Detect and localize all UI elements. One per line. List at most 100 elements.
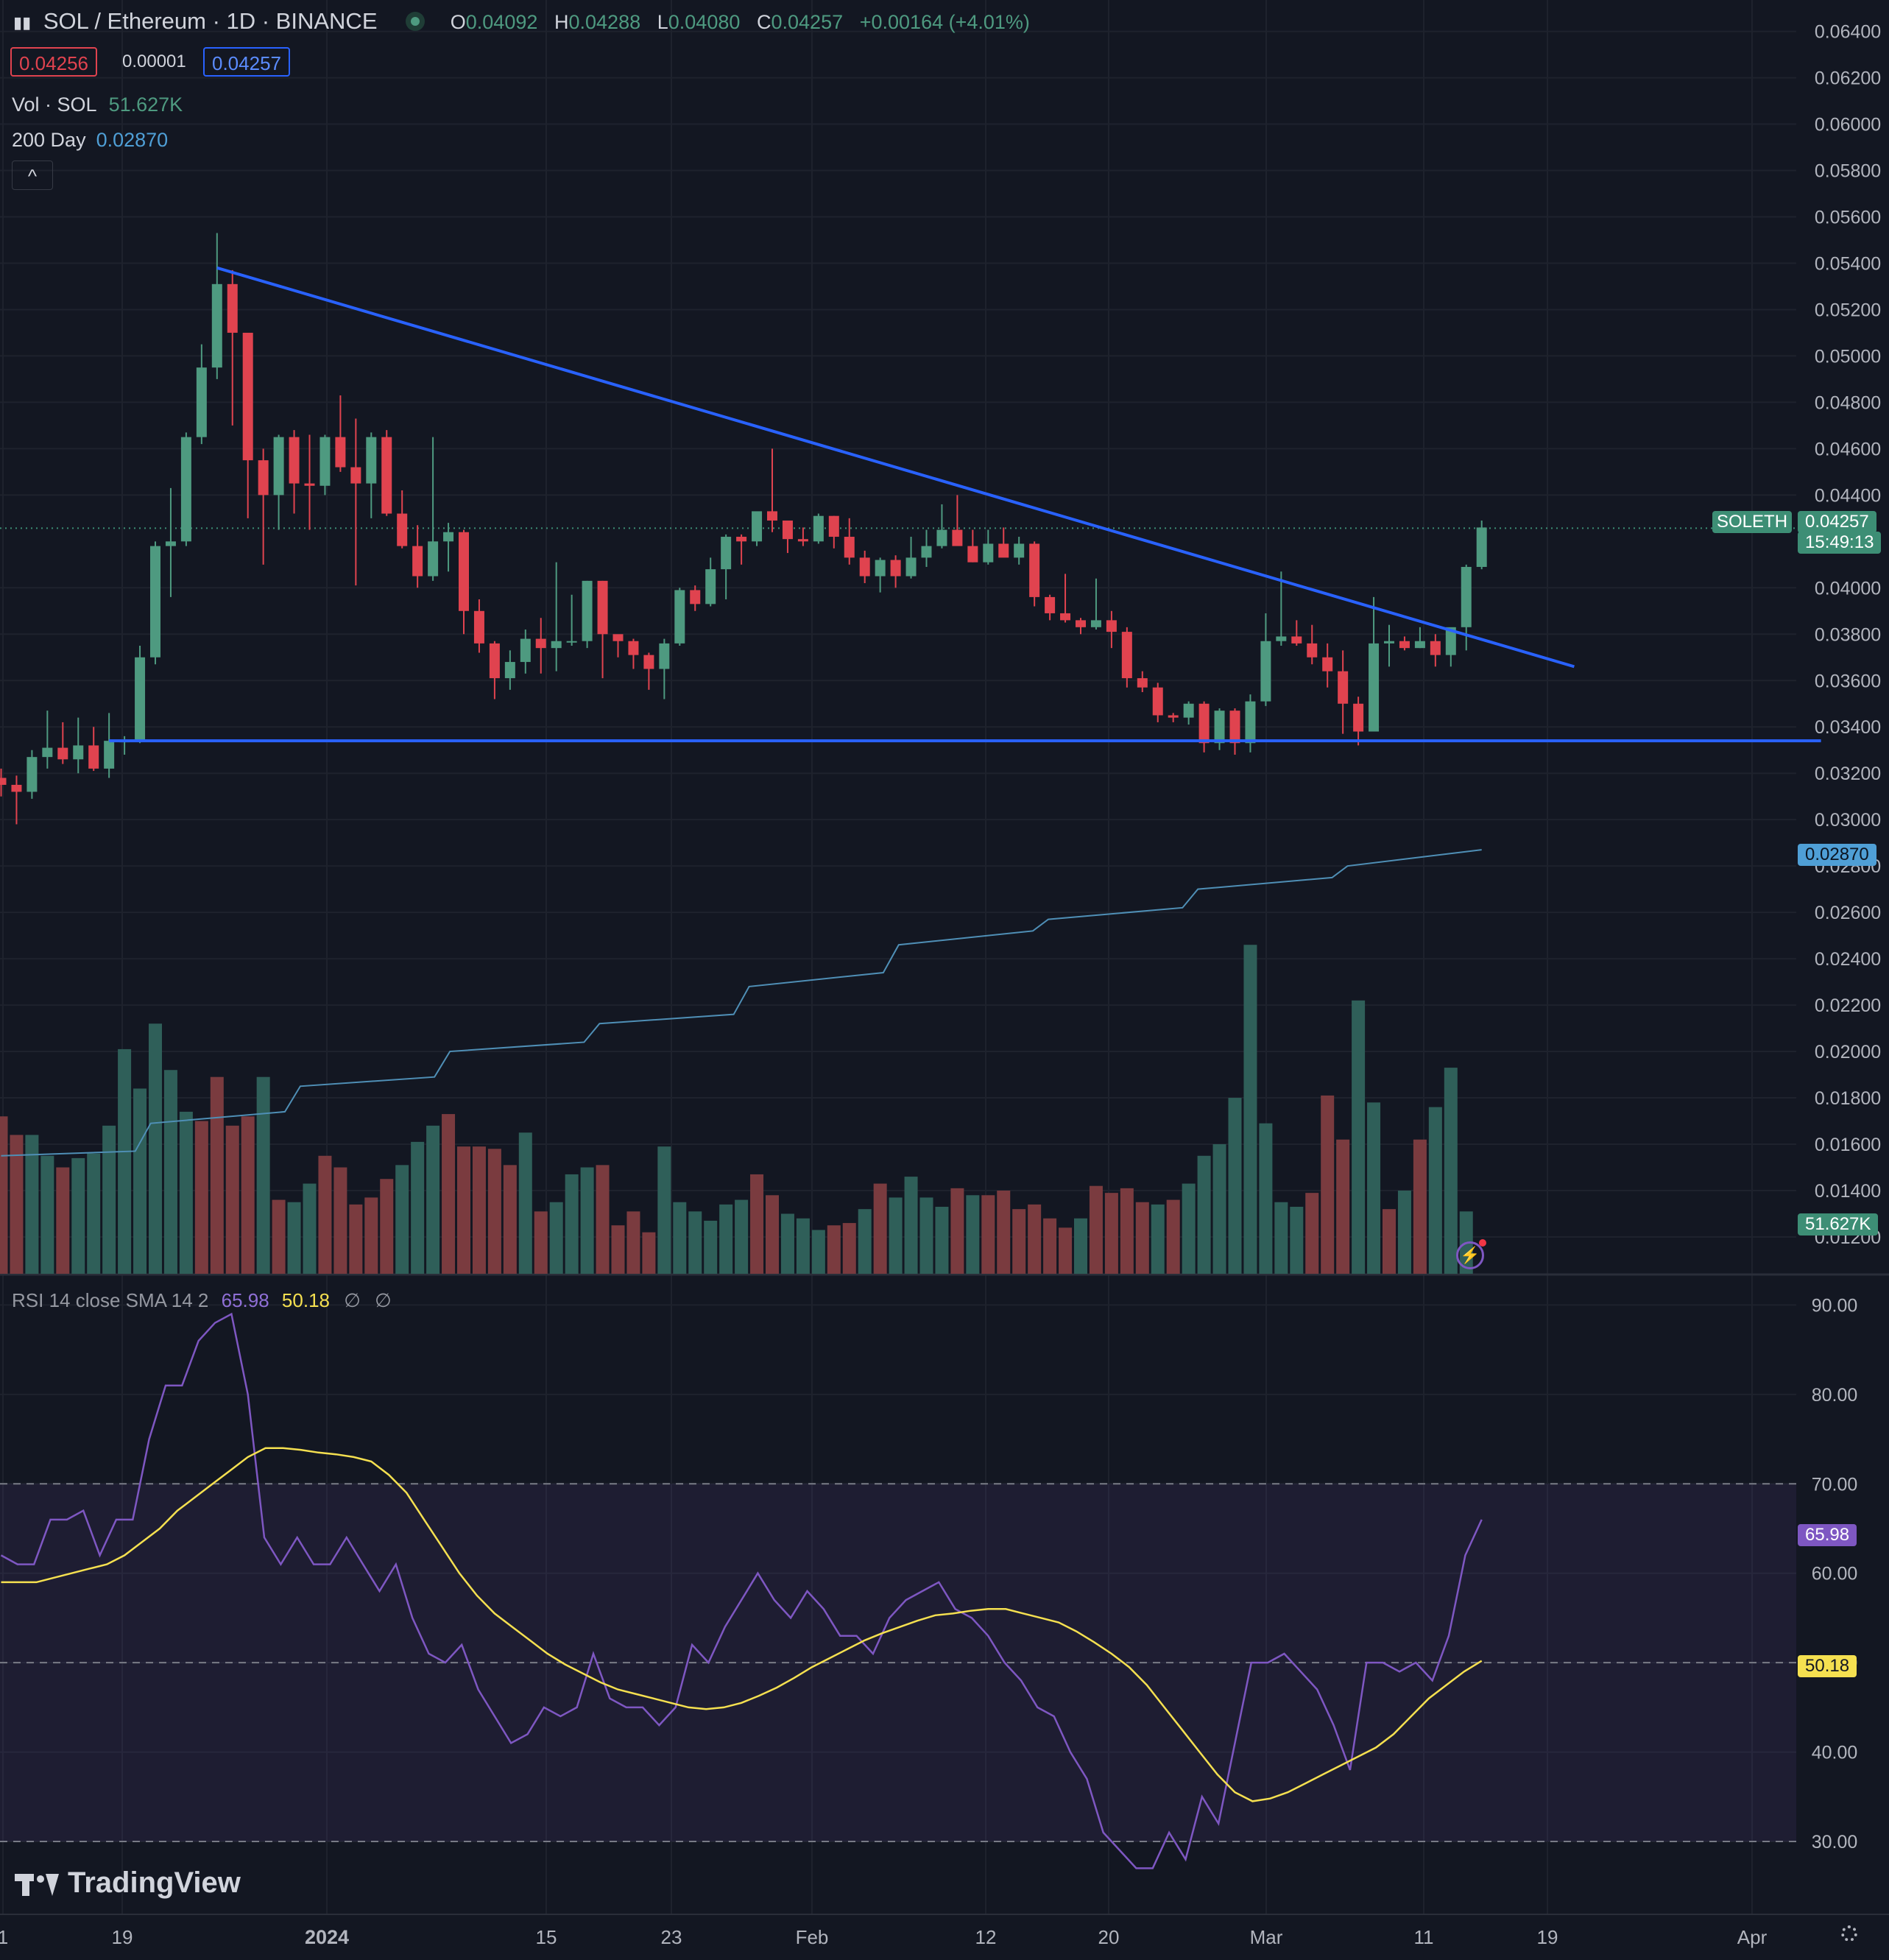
collapse-legend-button[interactable]: ^	[12, 161, 53, 190]
sell-button[interactable]: 0.04256	[10, 47, 97, 77]
rsi-tick-label: 30.00	[1812, 1832, 1858, 1853]
volume-bar	[1413, 1139, 1427, 1274]
volume-bar	[1135, 1202, 1149, 1274]
volume-bar	[40, 1155, 54, 1274]
candle	[1414, 627, 1425, 649]
candle	[42, 711, 53, 769]
rsi-label[interactable]: RSI 14 close SMA 14 2	[12, 1289, 209, 1311]
high-label: H	[554, 11, 569, 33]
volume-bar	[194, 1121, 208, 1274]
chart-type-icon[interactable]: ▮▮	[13, 13, 32, 32]
candle	[674, 588, 685, 646]
candle	[1045, 594, 1056, 621]
volume-bar	[626, 1211, 640, 1274]
volume-bar	[1243, 945, 1257, 1274]
candle	[1076, 618, 1086, 635]
volume-bar	[596, 1165, 610, 1274]
volume-bar	[318, 1155, 332, 1274]
volume-bar	[966, 1195, 980, 1274]
volume-bar	[442, 1114, 456, 1274]
ma-value: 0.02870	[96, 129, 169, 151]
volume-bar	[1336, 1139, 1350, 1274]
candle	[412, 525, 423, 588]
time-tick-label: 15	[536, 1926, 557, 1948]
chart-settings-button[interactable]	[1837, 1922, 1864, 1948]
ma-label: 200 Day	[12, 129, 86, 151]
volume-bar	[10, 1135, 24, 1274]
volume-bar	[750, 1174, 764, 1274]
candle	[921, 529, 932, 567]
candle	[1291, 620, 1302, 646]
volume-bar	[303, 1183, 317, 1274]
time-tick-label: Feb	[796, 1926, 829, 1948]
candle	[27, 750, 38, 799]
volume-legend: Vol · SOL 51.627K	[12, 90, 183, 119]
candle	[428, 437, 439, 581]
volume-bar	[149, 1023, 162, 1274]
candle	[582, 580, 593, 649]
volume-bar	[163, 1070, 177, 1274]
volume-bar	[534, 1211, 548, 1274]
price-tick-label: 0.01400	[1815, 1181, 1881, 1202]
candle	[1399, 636, 1410, 651]
volume-bar	[1212, 1144, 1226, 1274]
volume-bar	[25, 1135, 39, 1274]
low-label: L	[657, 11, 668, 33]
candle	[1137, 671, 1148, 692]
volume-bar	[735, 1199, 749, 1274]
volume-bar	[56, 1167, 70, 1274]
volume-label: Vol · SOL	[12, 94, 97, 116]
candle	[1168, 713, 1179, 722]
time-tick-label: Apr	[1737, 1926, 1768, 1948]
volume-bar	[333, 1167, 347, 1274]
volume-bar	[1089, 1185, 1103, 1274]
volume-bar	[780, 1213, 794, 1274]
time-tick-label: Mar	[1250, 1926, 1283, 1948]
rsi-value: 65.98	[221, 1289, 269, 1311]
candle	[381, 430, 392, 516]
volume-bar	[796, 1218, 810, 1274]
volume-bar	[858, 1209, 872, 1274]
volume-bar	[935, 1207, 949, 1274]
time-axis: 1 19 2024 15 23 Feb 12 20 Mar 11 19 Apr	[0, 1926, 1768, 1948]
candle	[57, 722, 68, 764]
symbol-title[interactable]: SOL / Ethereum · 1D · BINANCE	[43, 8, 378, 34]
buy-button[interactable]: 0.04257	[203, 47, 290, 77]
chevron-up-icon: ^	[27, 165, 38, 187]
alert-button[interactable]: ⚡	[1456, 1239, 1486, 1269]
rsi-sma-value: 50.18	[281, 1289, 330, 1311]
time-tick-label: 12	[975, 1926, 997, 1948]
volume-bar	[1321, 1095, 1335, 1274]
volume-bar	[827, 1225, 841, 1274]
volume-bar	[210, 1076, 224, 1274]
rsi-tick-label: 80.00	[1812, 1385, 1858, 1406]
rsi-tick-label: 60.00	[1812, 1564, 1858, 1584]
price-tick-label: 0.03800	[1815, 624, 1881, 645]
close-value: 0.04257	[771, 11, 844, 33]
volume-bar	[657, 1146, 671, 1274]
rsi-sma-badge: 50.18	[1798, 1655, 1857, 1677]
countdown-badge: 15:49:13	[1798, 532, 1882, 554]
candle	[767, 448, 777, 532]
candle	[227, 269, 238, 426]
price-tick-label: 0.02200	[1815, 995, 1881, 1016]
lightning-icon: ⚡	[1460, 1246, 1480, 1264]
volume-bar	[549, 1202, 563, 1274]
trendline[interactable]	[216, 266, 1575, 669]
tradingview-watermark[interactable]: TradingView	[15, 1863, 241, 1903]
candle	[443, 523, 454, 572]
tradingview-logo-icon	[15, 1872, 59, 1897]
candle	[551, 562, 562, 671]
rsi-sma-series	[1, 1447, 1483, 1802]
price-tick-label: 0.02400	[1815, 949, 1881, 970]
candle	[304, 434, 315, 530]
candle	[643, 652, 654, 690]
volume-bar	[642, 1232, 656, 1274]
volume-bar	[487, 1149, 501, 1274]
price-tick-label: 0.06400	[1815, 22, 1881, 43]
candle	[289, 430, 300, 514]
volume-bar	[1182, 1183, 1196, 1274]
candle	[1090, 578, 1101, 630]
volume-bar	[688, 1211, 702, 1274]
